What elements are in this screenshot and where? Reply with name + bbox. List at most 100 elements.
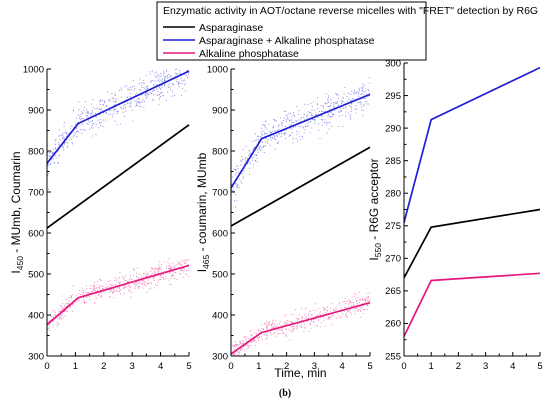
noise-dot [157, 270, 159, 272]
x-tick-label: 4 [158, 361, 163, 372]
noise-dot [149, 91, 151, 94]
noise-dot [140, 275, 142, 277]
noise-dot [359, 299, 361, 301]
noise-dot [290, 120, 292, 122]
noise-dot [350, 93, 352, 95]
noise-dot [184, 82, 186, 84]
noise-dot [163, 78, 166, 80]
noise-dot [237, 167, 239, 169]
y-tick-label: 275 [385, 221, 401, 232]
noise-dot [85, 285, 87, 287]
noise-dot [298, 119, 300, 121]
noise-dot [363, 91, 365, 93]
noise-dot [317, 314, 319, 316]
noise-dot [319, 313, 321, 315]
noise-dot [317, 107, 319, 109]
noise-dot [179, 264, 181, 266]
noise-dot [58, 310, 60, 313]
noise-dot [323, 316, 325, 318]
x-tick-label: 4 [510, 361, 515, 372]
noise-dot [114, 93, 116, 95]
noise-dot [99, 103, 102, 105]
noise-dot [347, 93, 349, 95]
noise-dot [78, 293, 80, 295]
noise-dot [51, 316, 53, 318]
noise-dot [100, 296, 102, 298]
noise-dot [77, 131, 79, 133]
noise-dot [340, 100, 342, 102]
noise-dot [313, 118, 315, 120]
noise-dot [273, 125, 275, 127]
noise-dot [345, 314, 347, 317]
noise-dot [265, 138, 267, 140]
noise-dot [62, 302, 64, 304]
noise-dot [366, 308, 368, 310]
noise-dot [66, 298, 68, 300]
noise-dot [233, 346, 235, 348]
noise-dot [335, 101, 337, 103]
noise-dot [326, 124, 328, 126]
noise-dot [65, 132, 68, 134]
y-tick-label: 1000 [23, 64, 44, 75]
noise-dot [92, 287, 94, 289]
noise-dot [67, 142, 69, 144]
noise-dot [145, 271, 147, 273]
noise-dot [336, 94, 338, 96]
noise-dot [171, 82, 173, 84]
noise-dot [348, 105, 350, 107]
noise-dot [118, 286, 120, 288]
noise-dot [147, 87, 149, 89]
noise-dot [130, 86, 132, 88]
noise-dot [139, 102, 141, 104]
noise-dot [326, 310, 329, 312]
noise-dot [53, 324, 55, 326]
noise-dot [281, 125, 283, 127]
noise-dot [61, 314, 63, 316]
panel-1: 300 400 500 600 700 800 900 1000 0 1 2 3 4 5 I450 - MU… [9, 64, 192, 372]
noise-dot [284, 322, 286, 324]
noise-dot [59, 305, 61, 307]
noise-dot [117, 287, 119, 289]
noise-dot [358, 93, 360, 95]
y-tick-label: 1000 [207, 64, 228, 75]
noise-dot [254, 133, 257, 135]
noise-dot [93, 288, 96, 290]
noise-dot [236, 165, 238, 167]
noise-dot [337, 104, 339, 106]
noise-dot [271, 323, 274, 325]
noise-dot [140, 105, 142, 107]
noise-dot [64, 310, 66, 312]
noise-dot [53, 162, 56, 164]
noise-dot [241, 347, 243, 349]
noise-dot [52, 316, 54, 318]
noise-dot [358, 309, 360, 311]
noise-dot [98, 108, 100, 111]
noise-dot [119, 293, 122, 295]
noise-dot [342, 101, 344, 103]
noise-dot [332, 314, 334, 317]
noise-dot [268, 321, 270, 323]
noise-dot [130, 89, 132, 91]
noise-dot [361, 298, 364, 300]
noise-dot [150, 287, 152, 289]
noise-dot [154, 276, 156, 278]
noise-dot [302, 127, 304, 129]
noise-dot [71, 142, 73, 144]
noise-dot [315, 318, 317, 320]
noise-dot [152, 90, 154, 92]
noise-dot [269, 332, 271, 334]
noise-dot [185, 90, 187, 92]
noise-dot [156, 77, 158, 79]
noise-dot [108, 291, 111, 293]
noise-dot [120, 123, 122, 125]
noise-dot [355, 112, 357, 114]
noise-dot [242, 149, 244, 151]
noise-dot [329, 310, 331, 312]
noise-dot [311, 127, 313, 129]
y-axis-label: I465 - coumarin, MUmb [195, 152, 211, 272]
noise-dot [311, 113, 313, 115]
noise-dot [316, 325, 318, 327]
noise-dot [95, 290, 97, 292]
noise-dot [154, 80, 156, 82]
noise-dot [186, 75, 188, 77]
